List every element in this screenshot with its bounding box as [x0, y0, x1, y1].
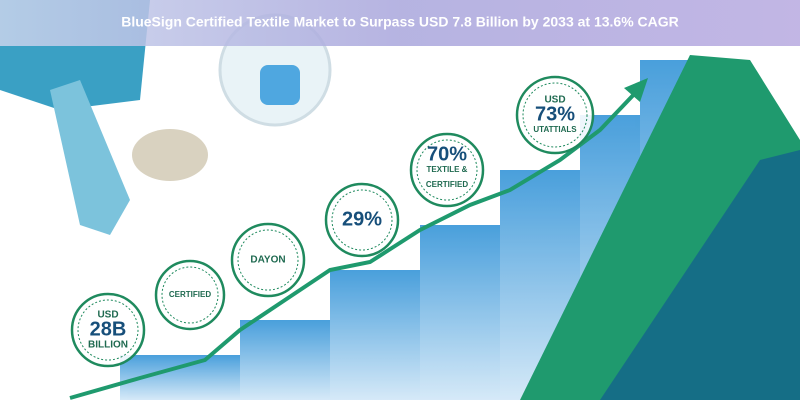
- badge-text: 73%: [535, 103, 575, 125]
- badge-inner-ring: [416, 139, 478, 201]
- badge-ring: [409, 132, 485, 208]
- badge-inner-ring: [522, 82, 588, 148]
- badge-text: 28B: [90, 318, 127, 340]
- badge-ring: [324, 182, 400, 258]
- badge-text: DAYON: [250, 255, 285, 266]
- badge-text: 70%: [427, 143, 467, 165]
- badge-text: CERTIFIED: [426, 180, 468, 189]
- badge-text: 29%: [342, 208, 382, 230]
- badge-inner-ring: [161, 266, 219, 324]
- badge-text: TEXTILE &: [427, 165, 468, 174]
- badge-inner-ring: [237, 229, 299, 291]
- badge-inner-ring: [77, 299, 139, 361]
- badge-ring: [154, 259, 226, 331]
- badge-text: CERTIFIED: [169, 290, 211, 299]
- arrow-head: [624, 78, 648, 102]
- badge-ring: [230, 222, 306, 298]
- growth-arrow: [69, 86, 642, 400]
- badge: 29%: [324, 182, 400, 258]
- badge: CERTIFIED: [154, 259, 226, 331]
- badge-text: BILLION: [88, 340, 128, 351]
- title-bar: [0, 0, 800, 46]
- badge-ring: [515, 75, 595, 155]
- badge-ring: [70, 292, 146, 368]
- badge: DAYON: [230, 222, 306, 298]
- badge-text: USD: [544, 95, 565, 106]
- badge-inner-ring: [331, 189, 393, 251]
- badge: 70%TEXTILE & CERTIFIED: [409, 132, 485, 208]
- title: BlueSign Certified Textile Market to Sur…: [121, 14, 679, 30]
- badge-text: USD: [97, 310, 118, 321]
- badge-text: UTATTIALS: [533, 125, 577, 134]
